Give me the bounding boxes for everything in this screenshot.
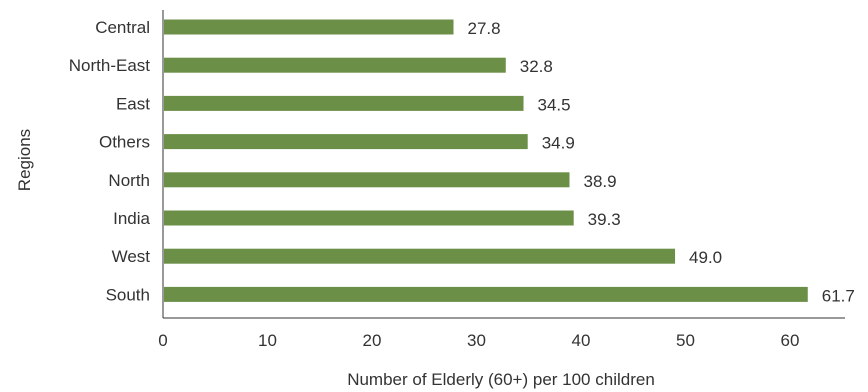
bar-east [164,95,524,111]
category-labels: Central North-East East Others North India Wes… [69,18,151,304]
x-tick-label: 0 [158,331,167,350]
axes [162,10,845,319]
value-label: 49.0 [689,248,722,267]
value-label: 32.8 [520,57,553,76]
value-label: 61.7 [822,286,855,305]
category-label: India [113,209,150,228]
bar-north-east [164,57,506,73]
x-tick-labels: 0 10 20 30 40 50 60 [158,331,799,350]
category-label: South [106,285,150,304]
bars-layer [164,19,808,302]
bar-west [164,248,676,264]
bar-north [164,172,570,188]
value-label: 27.8 [468,19,501,38]
x-tick-label: 60 [781,331,800,350]
x-tick-label: 50 [676,331,695,350]
bar-central [164,19,454,35]
x-tick-label: 40 [572,331,591,350]
bar-south [164,286,808,302]
value-label: 39.3 [588,210,621,229]
x-tick-label: 30 [467,331,486,350]
category-label: East [116,94,150,113]
category-label: West [112,247,151,266]
value-label: 34.5 [538,95,571,114]
value-labels: 27.8 32.8 34.5 34.9 38.9 39.3 49.0 61.7 [468,19,855,305]
bar-india [164,210,574,226]
bar-others [164,134,528,150]
category-label: Others [99,133,150,152]
category-label: North-East [69,56,151,75]
value-label: 38.9 [584,172,617,191]
x-tick-label: 20 [363,331,382,350]
x-tick-label: 10 [258,331,277,350]
x-axis-title: Number of Elderly (60+) per 100 children [347,370,655,389]
category-label: North [108,171,150,190]
category-label: Central [95,18,150,37]
value-label: 34.9 [542,134,575,153]
y-axis-title: Regions [15,129,34,191]
